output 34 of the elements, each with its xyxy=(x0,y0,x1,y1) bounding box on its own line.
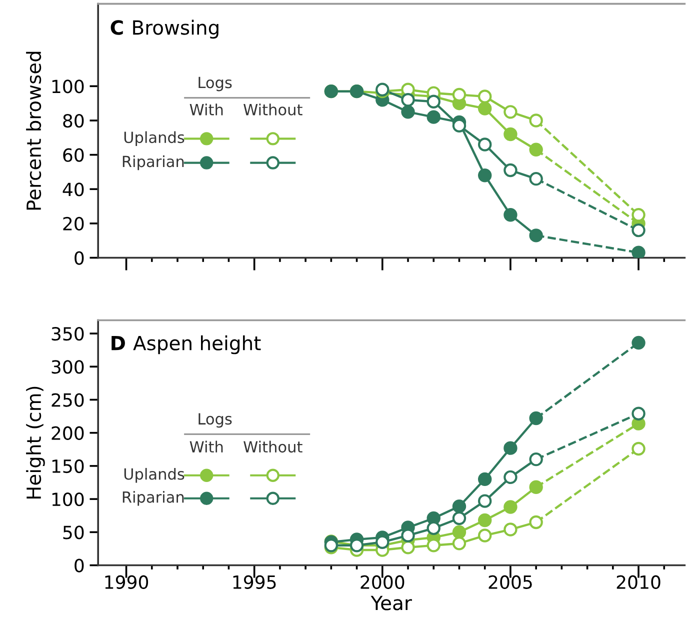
annotation: Logs xyxy=(198,76,232,92)
annotation: Without xyxy=(244,440,302,453)
x-tick-label: 2005 xyxy=(488,575,532,589)
annotation: Riparian xyxy=(122,490,184,506)
text: C Browsing xyxy=(110,20,218,39)
y-tick-label: 100 xyxy=(52,80,84,94)
y-tick-label: 40 xyxy=(62,182,84,196)
y-tick-label: 350 xyxy=(52,326,84,341)
y-tick-label: 150 xyxy=(52,459,84,474)
annotation: Riparian xyxy=(122,155,184,170)
x-tick-label: 2010 xyxy=(616,575,660,589)
x-tick-label: 1990 xyxy=(105,575,148,589)
annotation: Uplands xyxy=(124,468,184,483)
annotation: Uplands xyxy=(124,131,184,146)
x-tick-label: 1995 xyxy=(233,575,276,589)
y-tick-label: 300 xyxy=(52,360,84,374)
x-axis-title: Year xyxy=(370,596,412,610)
y-tick-label: 20 xyxy=(63,216,84,231)
y-tick-label: 50 xyxy=(63,526,84,540)
x-tick-label: 2000 xyxy=(360,575,404,589)
y-tick-label: 0 xyxy=(74,251,84,265)
annotation: With xyxy=(190,440,223,452)
y-tick-label: 0 xyxy=(74,558,84,572)
annotation: Without xyxy=(244,104,302,116)
annotation: Logs xyxy=(198,413,232,428)
y-tick-label: 100 xyxy=(52,492,84,506)
text: D Aspen height xyxy=(112,335,261,354)
annotation: With xyxy=(190,104,223,116)
y-axis-title: Percent browsed xyxy=(26,52,42,210)
y-tick-label: 250 xyxy=(52,393,84,407)
y-tick-label: 200 xyxy=(52,426,84,440)
y-axis-title: Height (cm) xyxy=(26,386,45,498)
y-tick-label: 80 xyxy=(63,114,84,128)
y-tick-label: 60 xyxy=(63,148,84,162)
